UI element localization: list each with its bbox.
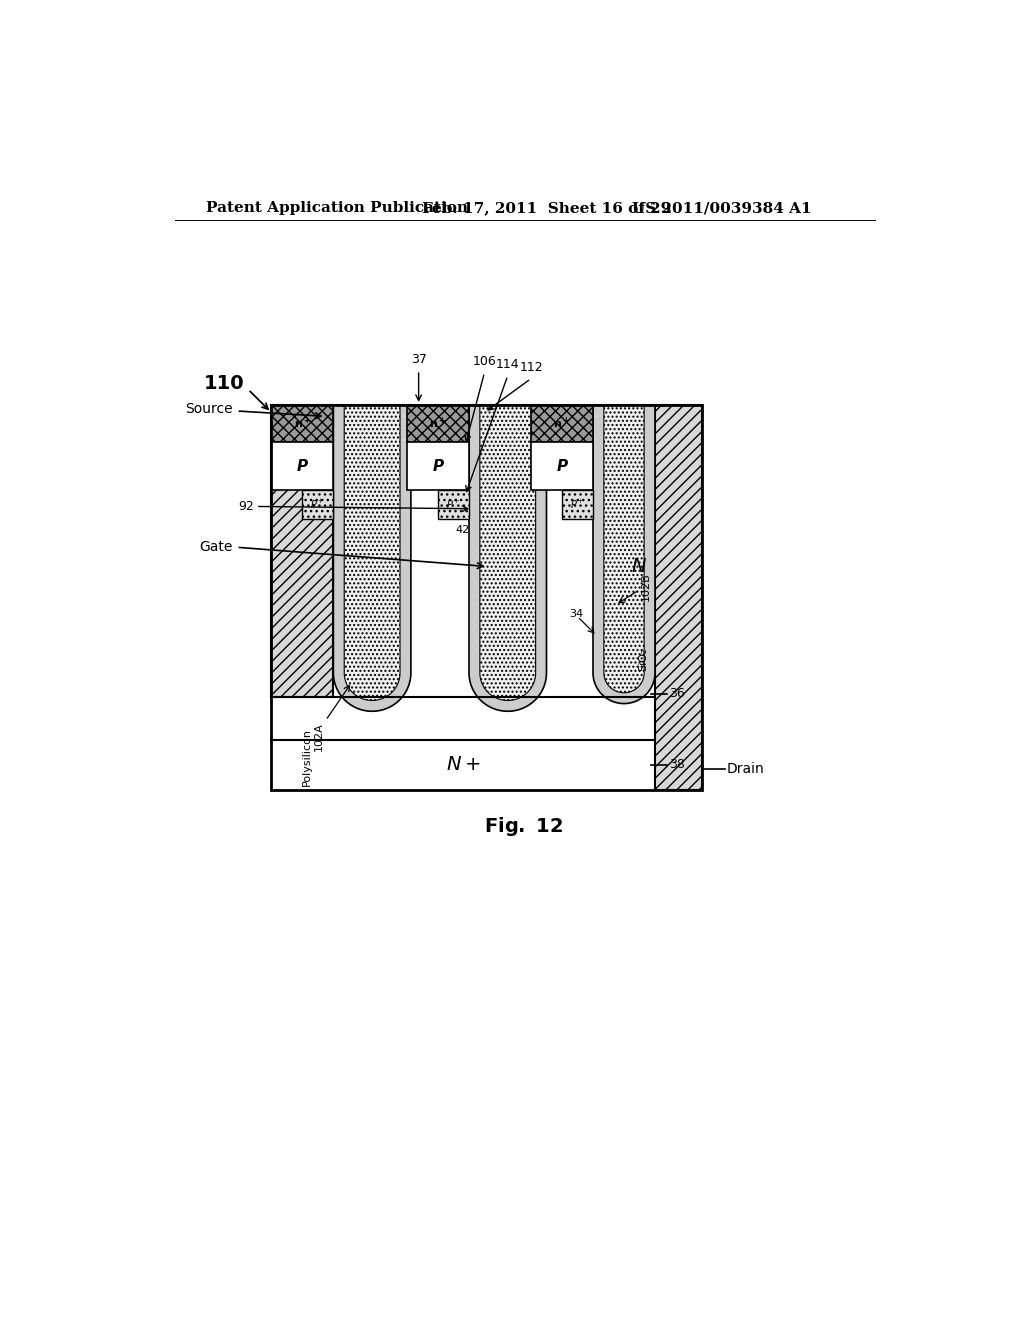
Text: Feb. 17, 2011  Sheet 16 of 29: Feb. 17, 2011 Sheet 16 of 29	[423, 202, 672, 215]
Text: 102A: 102A	[314, 722, 324, 751]
Text: $\mathbf{n^+}$: $\mathbf{n^+}$	[429, 416, 446, 430]
Text: 106: 106	[473, 355, 497, 368]
Text: Source: Source	[185, 403, 232, 416]
Text: 37: 37	[411, 354, 427, 367]
Polygon shape	[531, 405, 593, 442]
Text: US 2011/0039384 A1: US 2011/0039384 A1	[632, 202, 811, 215]
Polygon shape	[593, 405, 655, 704]
Text: 112: 112	[519, 360, 543, 374]
Text: $\bfit{P}$: $\bfit{P}$	[296, 458, 309, 474]
Polygon shape	[655, 405, 701, 789]
Text: 102B: 102B	[641, 572, 651, 601]
Polygon shape	[271, 739, 655, 789]
Text: 92: 92	[239, 500, 254, 513]
Text: $P^+$: $P^+$	[570, 498, 585, 511]
Polygon shape	[271, 405, 334, 442]
Polygon shape	[334, 405, 655, 697]
Polygon shape	[407, 442, 469, 490]
Text: 36: 36	[669, 686, 685, 700]
Text: 110: 110	[204, 374, 245, 393]
Text: SiO₂: SiO₂	[638, 647, 648, 671]
Text: $P^+$: $P^+$	[446, 498, 461, 511]
Polygon shape	[604, 405, 644, 693]
Polygon shape	[271, 405, 334, 697]
Polygon shape	[271, 442, 334, 490]
Text: Drain: Drain	[727, 762, 765, 776]
Text: $\mathbf{Fig.\ 12}$: $\mathbf{Fig.\ 12}$	[483, 816, 563, 838]
Polygon shape	[469, 405, 547, 711]
Text: $\mathit{N+}$: $\mathit{N+}$	[445, 755, 480, 775]
Polygon shape	[531, 442, 593, 490]
Text: $\mathbf{n^+}$: $\mathbf{n^+}$	[553, 416, 570, 430]
Text: Patent Application Publication: Patent Application Publication	[206, 202, 468, 215]
Polygon shape	[438, 490, 469, 519]
Text: 42: 42	[456, 525, 470, 536]
Text: 114: 114	[496, 358, 519, 371]
Text: $P^+$: $P^+$	[310, 498, 326, 511]
Polygon shape	[407, 405, 469, 442]
Text: 34: 34	[569, 610, 583, 619]
Text: $\mathit{N}$: $\mathit{N}$	[632, 557, 647, 576]
Polygon shape	[344, 405, 400, 701]
Polygon shape	[334, 405, 411, 711]
Text: $\bfit{P}$: $\bfit{P}$	[555, 458, 568, 474]
Text: $\bfit{P}$: $\bfit{P}$	[431, 458, 444, 474]
Polygon shape	[480, 405, 536, 701]
Text: Polysilicon: Polysilicon	[302, 729, 311, 787]
Text: $\mathbf{n^+}$: $\mathbf{n^+}$	[294, 416, 311, 430]
Polygon shape	[302, 490, 334, 519]
Polygon shape	[562, 490, 593, 519]
Text: Gate: Gate	[200, 540, 232, 554]
Text: 38: 38	[669, 758, 685, 771]
